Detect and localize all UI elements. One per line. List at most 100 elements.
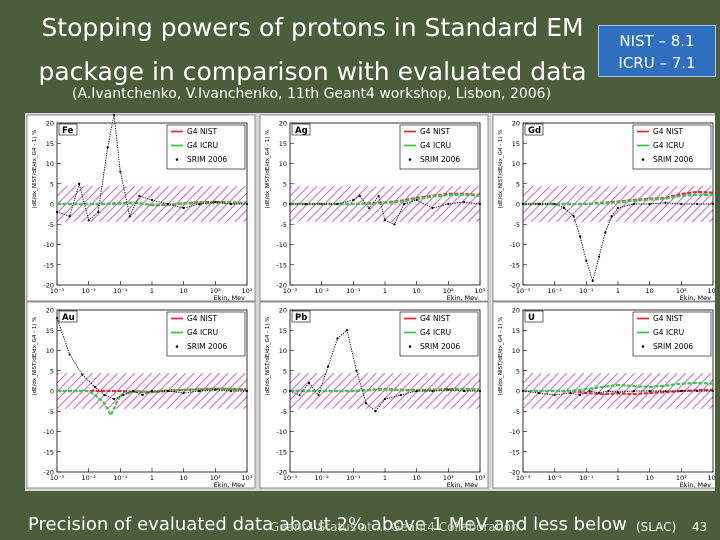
panel-ag-point-srim-2006 bbox=[368, 206, 371, 210]
panel-fe-point-srim-2006 bbox=[138, 194, 141, 197]
panel-pb-point-srim-2006 bbox=[415, 389, 418, 393]
panel-ag-legend-label: G4 ICRU bbox=[420, 141, 451, 150]
panel-gd-ytick-label: 10 bbox=[512, 160, 520, 168]
panel-fe-ytick-label: 10 bbox=[46, 160, 54, 168]
panel-gd-xtick-label: 10² bbox=[676, 287, 687, 295]
panel-au-point-srim-2006 bbox=[55, 317, 59, 320]
panel-fe-point-srim-2006 bbox=[112, 113, 116, 116]
panel-au-series-g4-nist bbox=[57, 387, 248, 394]
panel-pb-ytick-label: 15 bbox=[279, 327, 287, 335]
panel-gd-point-srim-2006 bbox=[537, 202, 540, 206]
panel-au-point-srim-2006 bbox=[214, 388, 217, 391]
panel-ag-point-srim-2006 bbox=[447, 202, 450, 206]
panel-u-point-srim-2006 bbox=[632, 389, 635, 393]
panel-pb-point-srim-2006 bbox=[399, 393, 402, 397]
panel-u-legend-label: G4 NIST bbox=[653, 314, 684, 323]
panel-ag-point-srim-2006 bbox=[415, 198, 418, 202]
panel-fe-name: Fe bbox=[62, 126, 73, 136]
panel-pb-point-srim-2006 bbox=[463, 389, 466, 393]
panel-u-point-srim-2006 bbox=[648, 389, 651, 393]
panel-au-point-srim-2006 bbox=[166, 389, 169, 393]
panel-gd-point-srim-2006 bbox=[585, 259, 588, 262]
panel-au-xtick-label: 10⁻³ bbox=[50, 474, 65, 482]
panel-ag-ytick-label: 15 bbox=[279, 140, 287, 148]
panel-pb-name-box bbox=[291, 310, 311, 323]
panel-au-xtick-label: 10³ bbox=[242, 474, 253, 482]
panel-au-ytick-label: -5 bbox=[48, 408, 54, 416]
panel-u-point-srim-2006 bbox=[597, 391, 601, 395]
nist-version: NIST – 8.1 bbox=[619, 32, 695, 50]
panel-gd-ylabel: (dE/dx_NIST/dE/dx_G4 - 1) % bbox=[498, 129, 504, 208]
panel-u-point-srim-2006 bbox=[553, 393, 556, 397]
panel-pb-point-srim-2006 bbox=[364, 402, 368, 405]
panel-fe-ytick-label: -10 bbox=[43, 241, 54, 249]
panel-ag-point-srim-2006 bbox=[383, 219, 387, 222]
panel-fe-point-srim-2006 bbox=[68, 215, 71, 218]
panel-u-series-g4-nist bbox=[523, 388, 714, 396]
panel-ag-point-srim-2006 bbox=[352, 198, 355, 202]
panel-gd-xtick-label: 1 bbox=[616, 287, 620, 295]
panel-ag-xtick-label: 1 bbox=[383, 287, 387, 295]
panel-u-point-srim-2006 bbox=[569, 391, 572, 395]
panel-pb-series-g4-icru bbox=[290, 388, 481, 393]
panel-au-point-srim-2006 bbox=[182, 391, 185, 395]
panel-gd-point-srim-2006 bbox=[664, 201, 667, 204]
panel-gd-ytick-label: -10 bbox=[509, 241, 520, 249]
panel-au-xtick-label: 10⁻² bbox=[82, 474, 97, 482]
panel-pb-xtick-label: 10⁻² bbox=[315, 474, 330, 482]
panel-pb-point-srim-2006 bbox=[478, 389, 482, 393]
panel-u-point-srim-2006 bbox=[711, 389, 715, 393]
panel-pb-point-srim-2006 bbox=[317, 393, 320, 397]
panel-pb-point-srim-2006 bbox=[447, 388, 450, 391]
panel-gd-point-srim-2006 bbox=[616, 206, 620, 210]
panel-pb-ytick-label: -15 bbox=[276, 448, 287, 456]
panel-au-legend-label: G4 ICRU bbox=[187, 328, 218, 337]
panel-u-xtick-label: 1 bbox=[616, 474, 620, 482]
panel-gd-point-srim-2006 bbox=[648, 202, 651, 206]
panel-fe-xtick-label: 10⁻² bbox=[82, 287, 97, 295]
panel-fe-series-g4-icru bbox=[57, 201, 248, 206]
panel-gd-point-srim-2006 bbox=[610, 215, 613, 218]
panel-u-xtick-label: 10⁻³ bbox=[516, 474, 531, 482]
panel-pb-ytick-label: 0 bbox=[283, 388, 287, 396]
panel-fe-ytick-label: 15 bbox=[46, 140, 54, 148]
panel-gd-point-srim-2006 bbox=[572, 215, 575, 218]
panel-u-point-srim-2006 bbox=[521, 389, 525, 393]
panel-u-xtick-label: 10 bbox=[646, 474, 654, 482]
panel-fe-xtick-label: 10⁻¹ bbox=[113, 287, 128, 295]
panel-pb-point-srim-2006 bbox=[383, 398, 387, 401]
panel-u-xtick-label: 10⁻² bbox=[548, 474, 563, 482]
panel-gd-point-srim-2006 bbox=[604, 231, 607, 234]
panel-fe-point-srim-2006 bbox=[87, 219, 90, 222]
panel-ag-ytick-label: -10 bbox=[276, 241, 287, 249]
panel-fe-point-srim-2006 bbox=[119, 170, 122, 173]
panel-fe-point-srim-2006 bbox=[150, 198, 154, 202]
slide-title: Stopping powers of protons in Standard E… bbox=[30, 6, 595, 94]
title-line-1: Stopping powers of protons in Standard E… bbox=[41, 13, 584, 42]
panel-au-series-g4-icru bbox=[57, 387, 248, 418]
panel-pb-point-srim-2006 bbox=[374, 410, 377, 413]
plot-grid: 20 15 10 5 0 -5 -10 -15 -20 10⁻³ 10⁻² 10⁻¹ 1 10 10² 10³… bbox=[25, 113, 720, 491]
footer-meta: Geant4 Status at ... Geant4 Collaboratio… bbox=[270, 520, 519, 534]
panel-gd-legend-label: SRIM 2006 bbox=[653, 155, 693, 164]
panel-au-point-srim-2006 bbox=[122, 393, 125, 397]
panel-pb-ytick-label: -10 bbox=[276, 428, 287, 436]
panel-fe-point-srim-2006 bbox=[106, 146, 109, 149]
panel-au-legend-label: G4 NIST bbox=[187, 314, 218, 323]
panel-pb-xtick-label: 1 bbox=[383, 474, 387, 482]
panel-u-point-srim-2006 bbox=[607, 389, 610, 393]
panel-ag-xtick-label: 10⁻² bbox=[315, 287, 330, 295]
panel-au-point-srim-2006 bbox=[141, 393, 144, 397]
panel-ag-name: Ag bbox=[295, 126, 308, 136]
panel-gd-ytick-label: 5 bbox=[516, 180, 520, 188]
panel-fe-point-srim-2006 bbox=[245, 202, 249, 206]
panel-ag-series-srim-2006 bbox=[290, 194, 481, 225]
panel-gd-point-srim-2006 bbox=[578, 235, 582, 238]
panel-fe-xtick-label: 10³ bbox=[242, 287, 253, 295]
panel-ag-point-srim-2006 bbox=[288, 202, 292, 206]
panel-u-ytick-label: -15 bbox=[509, 448, 520, 456]
panel-au-point-srim-2006 bbox=[198, 389, 201, 393]
